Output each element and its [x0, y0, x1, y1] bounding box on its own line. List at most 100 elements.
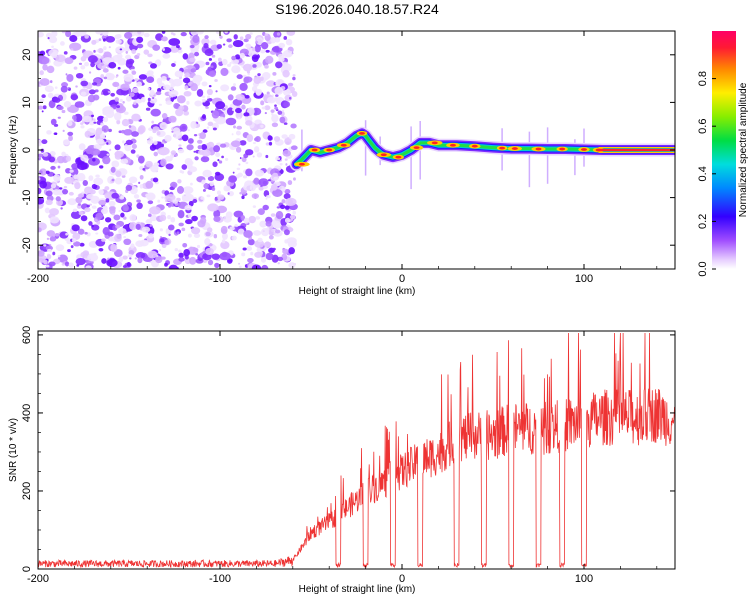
noise-speckle	[274, 86, 284, 95]
noise-speckle	[41, 110, 44, 113]
noise-speckle	[213, 216, 221, 222]
noise-speckle	[281, 199, 286, 204]
noise-speckle	[80, 65, 86, 70]
noise-speckle	[196, 88, 204, 97]
noise-speckle	[111, 160, 120, 168]
noise-speckle	[265, 197, 268, 200]
noise-speckle	[253, 177, 260, 185]
noise-speckle	[160, 238, 165, 243]
noise-speckle	[100, 91, 104, 95]
noise-speckle	[170, 150, 177, 156]
noise-speckle	[38, 227, 42, 233]
noise-speckle	[254, 90, 257, 93]
noise-speckle	[118, 256, 124, 263]
noise-speckle	[95, 127, 103, 136]
noise-speckle	[134, 54, 140, 60]
colorbar-tick-label: 0.0	[697, 261, 709, 276]
noise-speckle	[206, 142, 210, 146]
noise-speckle	[114, 97, 120, 102]
noise-speckle	[134, 257, 137, 260]
noise-speckle	[194, 100, 203, 107]
noise-speckle	[266, 96, 276, 104]
noise-speckle	[65, 31, 72, 38]
noise-speckle	[245, 120, 253, 126]
noise-speckle	[39, 78, 50, 86]
noise-speckle	[69, 169, 74, 173]
noise-speckle	[288, 262, 296, 269]
noise-speckle	[75, 85, 78, 88]
noise-speckle	[108, 62, 117, 69]
noise-speckle	[220, 241, 230, 250]
noise-speckle	[93, 49, 96, 53]
signal-peak	[471, 144, 478, 148]
noise-speckle	[248, 215, 256, 224]
noise-speckle	[163, 84, 171, 91]
noise-speckle	[102, 116, 109, 123]
noise-speckle	[227, 192, 230, 195]
noise-speckle	[52, 251, 56, 256]
noise-speckle	[123, 216, 127, 220]
noise-speckle	[189, 57, 196, 62]
noise-speckle	[196, 244, 201, 249]
noise-speckle	[68, 135, 73, 142]
noise-speckle	[54, 86, 58, 90]
noise-speckle	[277, 256, 284, 262]
noise-speckle	[213, 145, 221, 153]
noise-speckle	[131, 143, 137, 149]
noise-speckle	[38, 31, 44, 38]
noise-speckle	[89, 148, 101, 156]
noise-speckle	[121, 118, 130, 127]
noise-speckle	[126, 262, 131, 267]
noise-speckle	[214, 197, 218, 201]
noise-speckle	[147, 200, 154, 205]
noise-speckle	[145, 160, 153, 168]
noise-speckle	[253, 76, 262, 85]
noise-speckle	[245, 149, 254, 156]
noise-speckle	[64, 57, 74, 65]
noise-speckle	[137, 257, 143, 264]
noise-speckle	[221, 107, 226, 111]
noise-speckle	[72, 208, 78, 213]
noise-speckle	[57, 255, 61, 258]
noise-speckle	[292, 74, 296, 77]
noise-speckle	[171, 130, 174, 133]
noise-speckle	[149, 89, 155, 96]
noise-speckle	[57, 105, 64, 111]
noise-speckle	[38, 250, 45, 257]
noise-speckle	[196, 139, 203, 144]
noise-speckle	[45, 264, 50, 268]
y-tick-label: 600	[21, 326, 33, 344]
noise-speckle	[52, 189, 61, 196]
noise-speckle	[146, 76, 155, 83]
noise-speckle	[125, 54, 132, 60]
noise-speckle	[236, 74, 243, 80]
noise-speckle	[80, 91, 87, 97]
noise-speckle	[189, 44, 195, 49]
noise-speckle	[227, 94, 234, 101]
noise-speckle	[164, 134, 172, 142]
noise-speckle	[190, 68, 197, 73]
noise-speckle	[217, 57, 222, 62]
noise-speckle	[211, 253, 220, 260]
noise-speckle	[100, 133, 106, 140]
noise-speckle	[168, 38, 181, 46]
noise-speckle	[67, 198, 77, 206]
noise-speckle	[284, 158, 288, 161]
noise-speckle	[161, 36, 168, 42]
colorbar-label: Normalized spectral amplitude	[738, 82, 749, 217]
noise-speckle	[186, 144, 194, 151]
noise-speckle	[80, 125, 85, 129]
signal-peak	[326, 148, 333, 152]
noise-speckle	[109, 148, 112, 152]
noise-speckle	[106, 153, 110, 156]
noise-speckle	[174, 70, 183, 78]
noise-speckle	[124, 31, 133, 39]
noise-speckle	[73, 66, 78, 70]
noise-speckle	[158, 103, 162, 106]
noise-speckle	[105, 198, 110, 203]
noise-speckle	[291, 90, 298, 97]
noise-speckle	[284, 197, 297, 206]
noise-speckle	[222, 43, 226, 46]
noise-speckle	[95, 135, 100, 139]
noise-speckle	[271, 122, 279, 128]
